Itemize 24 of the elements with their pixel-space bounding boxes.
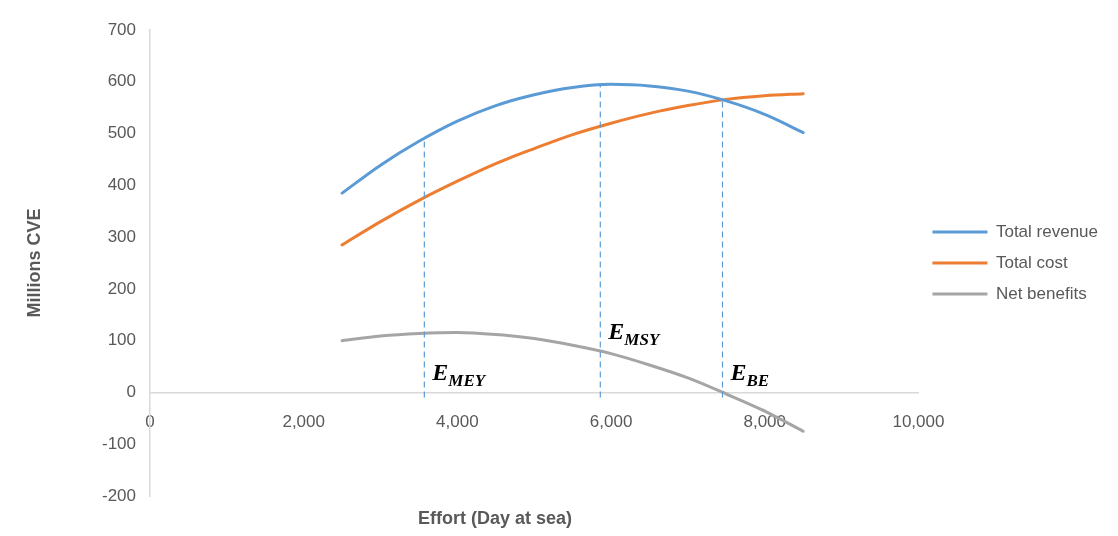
y-axis-title: Millions CVE	[23, 208, 44, 318]
y-tick-label: 0	[126, 382, 136, 402]
x-axis-title: Effort (Day at sea)	[416, 508, 573, 529]
y-tick-label: 700	[107, 19, 136, 39]
ref-line-label: E$_{MEY}$	[432, 358, 486, 391]
y-tick-label: 200	[107, 278, 136, 298]
x-tick-label: 6,000	[589, 412, 633, 432]
y-tick-label: 300	[107, 226, 136, 246]
ref-line-label: E$_{BE}$	[730, 358, 770, 391]
ref-line-label: E$_{MSY}$	[608, 316, 660, 349]
x-tick-label: 4,000	[436, 412, 479, 432]
legend-label: Net benefits	[995, 283, 1087, 303]
y-tick-label: 100	[107, 330, 136, 350]
legend-label: Total cost	[995, 252, 1069, 272]
x-tick-label: 0	[145, 412, 155, 432]
y-tick-label: 400	[107, 175, 136, 195]
y-tick-label: 500	[107, 123, 136, 143]
y-tick-label: -200	[101, 485, 136, 505]
legend-label: Total revenue	[995, 221, 1099, 241]
y-tick-label: 600	[107, 71, 136, 91]
x-tick-label: 2,000	[282, 412, 325, 432]
y-tick-label: -100	[101, 433, 136, 453]
line-series	[340, 92, 805, 247]
x-tick-label: 10,000	[892, 412, 945, 432]
